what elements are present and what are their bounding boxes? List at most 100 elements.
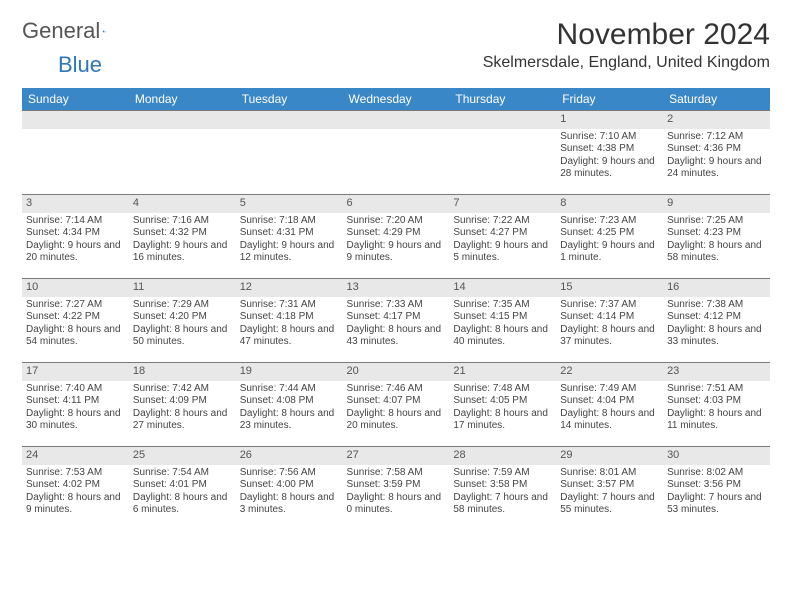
logo-text-blue: Blue [58, 52, 102, 78]
calendar-row: 17Sunrise: 7:40 AMSunset: 4:11 PMDayligh… [22, 363, 770, 447]
day-number: 3 [22, 195, 129, 213]
sunset-line: Sunset: 4:07 PM [347, 395, 446, 408]
daylight-line: Daylight: 9 hours and 28 minutes. [560, 156, 659, 181]
sunset-line: Sunset: 4:11 PM [26, 395, 125, 408]
calendar-cell: 3Sunrise: 7:14 AMSunset: 4:34 PMDaylight… [22, 195, 129, 279]
day-number: 11 [129, 279, 236, 297]
sunset-line: Sunset: 4:31 PM [240, 227, 339, 240]
calendar-cell: 15 Sunrise: 7:37 AMSunset: 4:14 PMDayligh… [556, 279, 663, 363]
calendar-cell: 24Sunrise: 7:53 AMSunset: 4:02 PMDayligh… [22, 447, 129, 531]
calendar-cell: 4Sunrise: 7:16 AMSunset: 4:32 PMDaylight… [129, 195, 236, 279]
sunset-line: Sunset: 3:59 PM [347, 479, 446, 492]
day-number: 2 [663, 111, 770, 129]
title-block: November 2024 Skelmersdale, England, Uni… [483, 18, 770, 72]
day-number: 20 [343, 363, 450, 381]
sunrise-line: Sunrise: 7:35 AM [453, 299, 552, 312]
day-number: 12 [236, 279, 343, 297]
day-number [129, 111, 236, 129]
calendar-cell: 20 Sunrise: 7:46 AMSunset: 4:07 PMDayligh… [343, 363, 450, 447]
daylight-line: Daylight: 8 hours and 33 minutes. [667, 324, 766, 349]
calendar-cell: 26Sunrise: 7:56 AMSunset: 4:00 PMDayligh… [236, 447, 343, 531]
day-info: Sunrise: 7:29 AMSunset: 4:20 PMDaylight:… [133, 299, 232, 349]
day-number: 14 [449, 279, 556, 297]
calendar-cell: 25Sunrise: 7:54 AMSunset: 4:01 PMDayligh… [129, 447, 236, 531]
sunrise-line: Sunrise: 7:14 AM [26, 215, 125, 228]
day-number: 17 [22, 363, 129, 381]
calendar-cell [449, 111, 556, 195]
logo-text-general: General [22, 18, 100, 44]
calendar-cell: 10Sunrise: 7:27 AMSunset: 4:22 PMDayligh… [22, 279, 129, 363]
sunrise-line: Sunrise: 7:38 AM [667, 299, 766, 312]
sunset-line: Sunset: 4:27 PM [453, 227, 552, 240]
daylight-line: Daylight: 8 hours and 50 minutes. [133, 324, 232, 349]
day-number: 7 [449, 195, 556, 213]
daylight-line: Daylight: 8 hours and 20 minutes. [347, 408, 446, 433]
calendar-cell: 22Sunrise: 7:49 AMSunset: 4:04 PMDayligh… [556, 363, 663, 447]
calendar-cell: 9 Sunrise: 7:25 AMSunset: 4:23 PMDaylight… [663, 195, 770, 279]
sunset-line: Sunset: 4:15 PM [453, 311, 552, 324]
sunrise-line: Sunrise: 7:12 AM [667, 131, 766, 144]
day-number: 6 [343, 195, 450, 213]
calendar-row: 3Sunrise: 7:14 AMSunset: 4:34 PMDaylight… [22, 195, 770, 279]
calendar-head: SundayMondayTuesdayWednesdayThursdayFrid… [22, 88, 770, 111]
calendar-cell: 13Sunrise: 7:33 AMSunset: 4:17 PMDayligh… [343, 279, 450, 363]
day-number: 27 [343, 447, 450, 465]
sunrise-line: Sunrise: 7:22 AM [453, 215, 552, 228]
calendar-cell: 27Sunrise: 7:58 AMSunset: 3:59 PMDayligh… [343, 447, 450, 531]
sunset-line: Sunset: 4:02 PM [26, 479, 125, 492]
day-info: Sunrise: 7:37 AMSunset: 4:14 PMDaylight:… [560, 299, 659, 349]
weekday-header: Thursday [449, 88, 556, 111]
day-info: Sunrise: 7:23 AMSunset: 4:25 PMDaylight:… [560, 215, 659, 265]
daylight-line: Daylight: 9 hours and 24 minutes. [667, 156, 766, 181]
calendar-cell [343, 111, 450, 195]
calendar-cell [22, 111, 129, 195]
daylight-line: Daylight: 8 hours and 0 minutes. [347, 492, 446, 517]
day-number: 9 [663, 195, 770, 213]
day-number: 18 [129, 363, 236, 381]
daylight-line: Daylight: 8 hours and 3 minutes. [240, 492, 339, 517]
day-info: Sunrise: 7:46 AMSunset: 4:07 PMDaylight:… [347, 383, 446, 433]
day-info: Sunrise: 7:54 AMSunset: 4:01 PMDaylight:… [133, 467, 232, 517]
sunrise-line: Sunrise: 7:33 AM [347, 299, 446, 312]
calendar-row: 24Sunrise: 7:53 AMSunset: 4:02 PMDayligh… [22, 447, 770, 531]
daylight-line: Daylight: 8 hours and 6 minutes. [133, 492, 232, 517]
sunrise-line: Sunrise: 7:51 AM [667, 383, 766, 396]
day-number [343, 111, 450, 129]
day-number: 26 [236, 447, 343, 465]
day-info: Sunrise: 7:44 AMSunset: 4:08 PMDaylight:… [240, 383, 339, 433]
day-info: Sunrise: 7:25 AMSunset: 4:23 PMDaylight:… [667, 215, 766, 265]
day-info: Sunrise: 7:40 AMSunset: 4:11 PMDaylight:… [26, 383, 125, 433]
day-number: 28 [449, 447, 556, 465]
day-info: Sunrise: 7:51 AMSunset: 4:03 PMDaylight:… [667, 383, 766, 433]
daylight-line: Daylight: 9 hours and 12 minutes. [240, 240, 339, 265]
day-info: Sunrise: 8:02 AMSunset: 3:56 PMDaylight:… [667, 467, 766, 517]
day-number: 15 [556, 279, 663, 297]
daylight-line: Daylight: 7 hours and 53 minutes. [667, 492, 766, 517]
calendar-cell: 21Sunrise: 7:48 AMSunset: 4:05 PMDayligh… [449, 363, 556, 447]
sunrise-line: Sunrise: 7:29 AM [133, 299, 232, 312]
daylight-line: Daylight: 8 hours and 40 minutes. [453, 324, 552, 349]
daylight-line: Daylight: 8 hours and 30 minutes. [26, 408, 125, 433]
daylight-line: Daylight: 8 hours and 47 minutes. [240, 324, 339, 349]
calendar-cell: 6 Sunrise: 7:20 AMSunset: 4:29 PMDaylight… [343, 195, 450, 279]
sunset-line: Sunset: 3:56 PM [667, 479, 766, 492]
sunset-line: Sunset: 4:29 PM [347, 227, 446, 240]
day-info: Sunrise: 7:35 AMSunset: 4:15 PMDaylight:… [453, 299, 552, 349]
day-info: Sunrise: 7:49 AMSunset: 4:04 PMDaylight:… [560, 383, 659, 433]
weekday-header: Sunday [22, 88, 129, 111]
sunset-line: Sunset: 4:14 PM [560, 311, 659, 324]
weekday-header: Tuesday [236, 88, 343, 111]
sunset-line: Sunset: 4:09 PM [133, 395, 232, 408]
calendar-body: 1Sunrise: 7:10 AMSunset: 4:38 PMDaylight… [22, 111, 770, 531]
sunrise-line: Sunrise: 7:54 AM [133, 467, 232, 480]
sunset-line: Sunset: 4:36 PM [667, 143, 766, 156]
calendar-cell: 30Sunrise: 8:02 AMSunset: 3:56 PMDayligh… [663, 447, 770, 531]
day-number: 21 [449, 363, 556, 381]
day-number: 23 [663, 363, 770, 381]
daylight-line: Daylight: 9 hours and 9 minutes. [347, 240, 446, 265]
day-info: Sunrise: 7:20 AMSunset: 4:29 PMDaylight:… [347, 215, 446, 265]
sunrise-line: Sunrise: 7:40 AM [26, 383, 125, 396]
daylight-line: Daylight: 8 hours and 43 minutes. [347, 324, 446, 349]
calendar-cell: 16Sunrise: 7:38 AMSunset: 4:12 PMDayligh… [663, 279, 770, 363]
sunset-line: Sunset: 4:18 PM [240, 311, 339, 324]
